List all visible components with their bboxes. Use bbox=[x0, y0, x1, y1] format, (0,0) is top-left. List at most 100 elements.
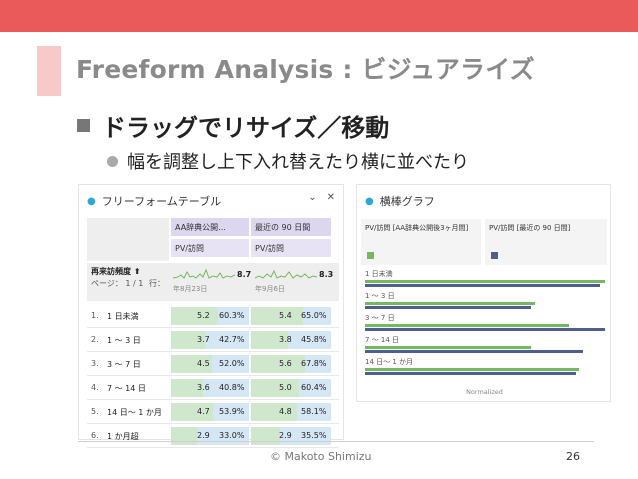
table-row[interactable]: 1. 1 日未満 5.2 60.3% 5.4 65.0% bbox=[87, 304, 339, 327]
cell-value-1: 4.5 bbox=[197, 359, 210, 368]
legend-item-2[interactable]: PV/訪問 [最近の 90 日間] bbox=[485, 219, 607, 265]
row-label[interactable]: 1 〜 3 日 bbox=[107, 336, 141, 345]
paging-label: ページ： 1 / 1 bbox=[91, 279, 144, 288]
bar-category-label: 1 日未満 bbox=[365, 270, 393, 278]
row-label[interactable]: 1 日未満 bbox=[107, 312, 139, 321]
sparkline-date-1: 年8月23日 bbox=[173, 285, 208, 293]
bar-series-2[interactable] bbox=[365, 350, 583, 353]
bar-series-2[interactable] bbox=[365, 306, 531, 309]
bar-series-1[interactable] bbox=[365, 324, 569, 327]
cell-pct-1: 42.7% bbox=[219, 335, 245, 344]
cell-bar-2 bbox=[251, 355, 305, 373]
chart-panel-bullet-icon: ● bbox=[365, 195, 374, 207]
panel-header[interactable]: ● フリーフォームテーブル bbox=[87, 193, 221, 209]
cell-pct-2: 58.1% bbox=[301, 407, 327, 416]
cell-bar-1 bbox=[171, 331, 205, 349]
cell-value-2: 2.9 bbox=[279, 431, 292, 440]
legend-swatch-2 bbox=[491, 252, 498, 259]
legend-swatch-1 bbox=[367, 252, 374, 259]
cell-bar-1 bbox=[171, 355, 212, 373]
cell-value-1: 5.2 bbox=[197, 311, 210, 320]
bar-category-label: 1 〜 3 日 bbox=[365, 292, 395, 300]
row-divider bbox=[87, 327, 339, 328]
row-divider bbox=[87, 375, 339, 376]
bar-series-2[interactable] bbox=[365, 284, 600, 287]
bullet-level2: 幅を調整し上下入れ替えたり横に並べたり bbox=[107, 148, 469, 174]
bullet-level1: ドラッグでリサイズ／移動 bbox=[77, 108, 389, 143]
chevron-down-icon[interactable]: ⌄ bbox=[308, 192, 317, 203]
copyright: © Makoto Shimizu bbox=[270, 450, 372, 463]
chart-panel-title: 横棒グラフ bbox=[379, 195, 435, 208]
row-number: 5. bbox=[91, 407, 99, 416]
table-row[interactable]: 6. 1 か月超 2.9 33.0% 2.9 35.5% bbox=[87, 424, 339, 447]
cell-bar-2 bbox=[251, 427, 280, 445]
bar-series-1[interactable] bbox=[365, 346, 531, 349]
segment-header-2-label: 最近の 90 日間 bbox=[255, 222, 311, 232]
bar-chart-panel[interactable]: ● 横棒グラフ PV/訪問 [AA辞典公開後3ヶ月間] PV/訪問 [最近の 9… bbox=[356, 184, 611, 402]
cell-value-1: 3.6 bbox=[197, 383, 210, 392]
cell-bar-1 bbox=[171, 379, 203, 397]
bar-series-1[interactable] bbox=[365, 368, 579, 371]
slide-title: Freeform Analysis : ビジュアライズ bbox=[76, 55, 535, 84]
cell-bar-1 bbox=[171, 403, 213, 421]
row-number: 6. bbox=[91, 431, 99, 440]
metric-header-2-label: PV/訪問 bbox=[255, 243, 284, 253]
title-accent bbox=[37, 46, 61, 96]
bar-category-label: 7 〜 14 日 bbox=[365, 336, 400, 344]
close-icon[interactable]: ✕ bbox=[326, 192, 335, 203]
legend-item-1[interactable]: PV/訪問 [AA辞典公開後3ヶ月間] bbox=[361, 219, 481, 265]
cell-pct-1: 40.8% bbox=[219, 383, 245, 392]
cell-pct-2: 67.8% bbox=[301, 359, 327, 368]
row-number: 2. bbox=[91, 335, 99, 344]
page-number: 26 bbox=[566, 450, 580, 463]
footer-divider bbox=[78, 441, 594, 442]
row-label[interactable]: 1 か月超 bbox=[107, 432, 139, 441]
row-label[interactable]: 7 〜 14 日 bbox=[107, 384, 146, 393]
summary-row-bg bbox=[87, 263, 339, 301]
cell-value-1: 4.7 bbox=[197, 407, 210, 416]
cell-value-2: 5.6 bbox=[279, 359, 292, 368]
cell-bar-2 bbox=[251, 403, 297, 421]
sparkline-date-2: 年9月6日 bbox=[255, 285, 285, 293]
cell-pct-1: 53.9% bbox=[219, 407, 245, 416]
metric-header-2[interactable]: PV/訪問 bbox=[251, 239, 331, 257]
bar-plot-area: 1 日未満 1 〜 3 日 3 〜 7 日 7 〜 14 日 14 日〜 1 か月 bbox=[365, 269, 607, 379]
bar-series-1[interactable] bbox=[365, 280, 605, 283]
panel-title: フリーフォームテーブル bbox=[101, 195, 222, 208]
cell-value-2: 3.8 bbox=[279, 335, 292, 344]
table-row[interactable]: 4. 7 〜 14 日 3.6 40.8% 5.0 60.4% bbox=[87, 376, 339, 399]
row-label[interactable]: 14 日〜 1 か月 bbox=[107, 408, 162, 417]
panel-controls: ⌄ ✕ bbox=[308, 192, 335, 203]
row-number: 1. bbox=[91, 311, 99, 320]
chart-panel-header[interactable]: ● 横棒グラフ bbox=[365, 193, 435, 209]
row-number: 4. bbox=[91, 383, 99, 392]
freeform-table-panel[interactable]: ● フリーフォームテーブル ⌄ ✕ AA辞典公開... 最近の 90 日間 PV… bbox=[78, 184, 344, 448]
bar-series-2[interactable] bbox=[365, 372, 576, 375]
metric-header-1-label: PV/訪問 bbox=[175, 243, 204, 253]
row-divider bbox=[87, 399, 339, 400]
row-divider bbox=[87, 351, 339, 352]
total-2: 8.3 bbox=[319, 270, 334, 279]
circle-bullet-icon bbox=[107, 155, 118, 167]
table-row[interactable]: 5. 14 日〜 1 か月 4.7 53.9% 4.8 58.1% bbox=[87, 400, 339, 423]
cell-value-2: 5.4 bbox=[279, 311, 292, 320]
cell-value-2: 5.0 bbox=[279, 383, 292, 392]
metric-header-1[interactable]: PV/訪問 bbox=[171, 239, 249, 257]
segment-header-1[interactable]: AA辞典公開... bbox=[171, 218, 249, 236]
bar-series-2[interactable] bbox=[365, 328, 605, 331]
bar-category-label: 3 〜 7 日 bbox=[365, 314, 395, 322]
cell-value-1: 3.7 bbox=[197, 335, 210, 344]
table-row[interactable]: 2. 1 〜 3 日 3.7 42.7% 3.8 45.8% bbox=[87, 328, 339, 351]
dimension-label[interactable]: 再来訪頻度 ⬆ bbox=[91, 267, 141, 276]
table-corner bbox=[87, 218, 169, 261]
legend-label-1: PV/訪問 [AA辞典公開後3ヶ月間] bbox=[365, 224, 469, 232]
cell-bar-2 bbox=[251, 331, 288, 349]
cell-pct-2: 65.0% bbox=[301, 311, 327, 320]
row-label[interactable]: 3 〜 7 日 bbox=[107, 360, 141, 369]
segment-header-2[interactable]: 最近の 90 日間 bbox=[251, 218, 331, 236]
table-row[interactable]: 3. 3 〜 7 日 4.5 52.0% 5.6 67.8% bbox=[87, 352, 339, 375]
sparkline-2 bbox=[255, 269, 317, 279]
x-axis-label: Normalized bbox=[466, 388, 503, 396]
bar-series-1[interactable] bbox=[365, 302, 535, 305]
cell-bar-1 bbox=[171, 427, 197, 445]
